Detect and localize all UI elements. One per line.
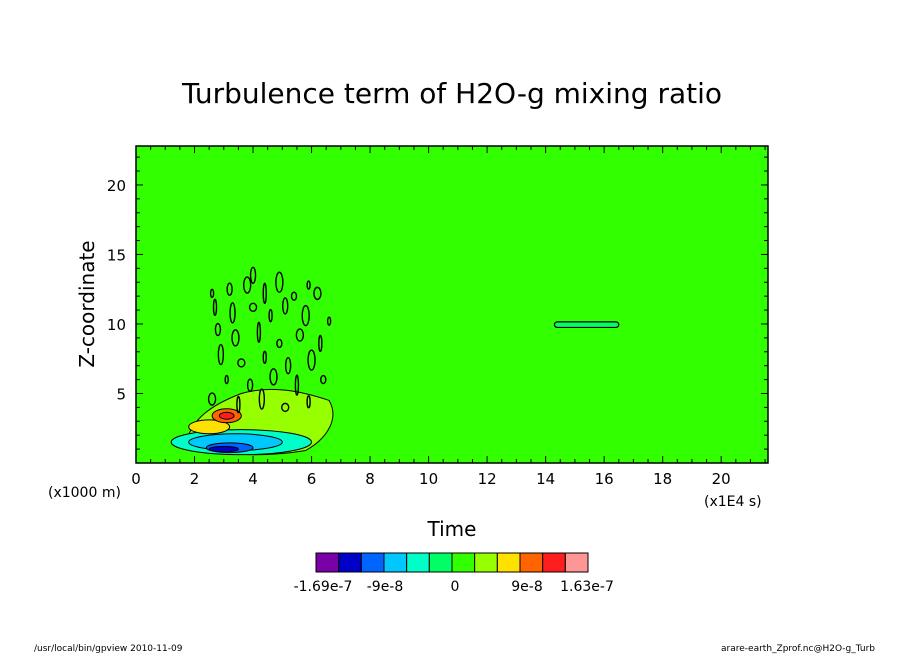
x-tick-label: 4 — [248, 470, 258, 488]
contour-blob — [281, 402, 290, 413]
y-tick-label: 15 — [107, 246, 126, 264]
x-tick-label: 18 — [653, 470, 672, 488]
colorbar-label: 0 — [451, 579, 460, 595]
x-tick-label: 12 — [478, 470, 497, 488]
x-tick-label: 10 — [419, 470, 438, 488]
contour-blob — [212, 298, 218, 316]
colorbar: -1.69e-7 -9e-8 0 9e-8 1.63e-7 — [294, 552, 614, 595]
contour-blob — [262, 350, 267, 365]
contour-blob — [236, 395, 241, 414]
y-axis-label: Z-coordinate — [75, 240, 99, 367]
contour-blob — [295, 328, 305, 342]
colorbar-swatch — [406, 552, 430, 573]
contour-blob — [306, 280, 311, 290]
y-axis-unit: (x1000 m) — [48, 485, 121, 501]
colorbar-swatch — [496, 552, 521, 573]
contour-blob — [318, 334, 323, 353]
colorbar-swatch — [474, 552, 498, 573]
contour-blob — [320, 374, 327, 385]
x-tick-label: 2 — [190, 470, 200, 488]
x-tick-label: 8 — [365, 470, 375, 488]
contour-blob — [258, 388, 266, 410]
contour-blob — [224, 374, 229, 385]
contour-blob — [248, 302, 258, 312]
contour-blob — [276, 338, 283, 349]
colorbar-swatch — [360, 552, 385, 573]
x-axis-unit: (x1E4 s) — [704, 494, 762, 510]
colorbar-swatch — [338, 552, 362, 573]
contour-blob — [226, 282, 233, 296]
chart-title: Turbulence term of H2O-g mixing ratio — [181, 77, 722, 110]
colorbar-swatch — [383, 552, 408, 573]
footer-right: arare-earth_Zprof.nc@H2O-g_Turb — [721, 644, 875, 654]
x-tick-label: 20 — [712, 470, 731, 488]
contour-blob — [246, 378, 254, 392]
contour-blob — [294, 374, 300, 396]
contour-blob — [214, 322, 222, 337]
contour-blob — [262, 282, 267, 305]
contour-blob — [301, 304, 310, 327]
contour-blob — [326, 316, 332, 326]
plot-area — [135, 145, 769, 464]
footer-left: /usr/local/bin/gpview 2010-11-09 — [34, 644, 183, 654]
contour-blob — [284, 356, 292, 375]
contour-blob — [290, 291, 298, 301]
plot-frame — [135, 145, 769, 464]
contour-blob — [282, 297, 289, 315]
contour-blob — [231, 329, 240, 347]
x-tick-label: 0 — [131, 470, 141, 488]
colorbar-swatch — [428, 552, 453, 573]
y-tick-label: 5 — [116, 385, 126, 403]
positive-band — [188, 419, 231, 435]
colorbar-swatch — [542, 552, 566, 573]
contour-blob — [217, 343, 225, 366]
contour-blob — [249, 266, 257, 285]
colorbar-label: -9e-8 — [367, 579, 404, 595]
colorbar-swatch — [315, 552, 340, 573]
colorbar-label: -1.69e-7 — [294, 579, 353, 595]
closed-contour — [553, 321, 620, 329]
contour-blob — [229, 302, 236, 324]
colorbar-label: 1.63e-7 — [560, 579, 614, 595]
contour-blob — [268, 308, 273, 323]
x-tick-label: 16 — [595, 470, 614, 488]
positive-core — [218, 411, 235, 420]
contour-blob — [269, 368, 278, 386]
x-axis-label: Time — [427, 517, 477, 541]
x-axis: 0 2 4 6 8 10 12 14 16 18 20 — [131, 146, 766, 488]
colorbar-swatch — [451, 552, 476, 573]
y-tick-label: 10 — [107, 316, 126, 334]
contour-blob — [275, 271, 284, 293]
negative-core — [208, 445, 239, 453]
contour-blob — [237, 358, 246, 368]
contour-blob — [313, 286, 322, 301]
field-features — [170, 266, 620, 456]
contour-blob — [209, 288, 215, 299]
colorbar-swatch — [519, 552, 544, 573]
x-tick-label: 14 — [536, 470, 555, 488]
contour-blob — [242, 276, 252, 294]
contour-blob — [307, 349, 316, 371]
x-tick-label: 6 — [307, 470, 317, 488]
y-tick-label: 20 — [107, 177, 126, 195]
contour-blob — [207, 392, 217, 406]
colorbar-label: 9e-8 — [511, 579, 542, 595]
colorbar-swatch — [564, 552, 589, 573]
y-axis: 5 10 15 20 — [107, 156, 768, 464]
contour-blob — [306, 395, 311, 409]
contour-blob — [256, 321, 262, 344]
